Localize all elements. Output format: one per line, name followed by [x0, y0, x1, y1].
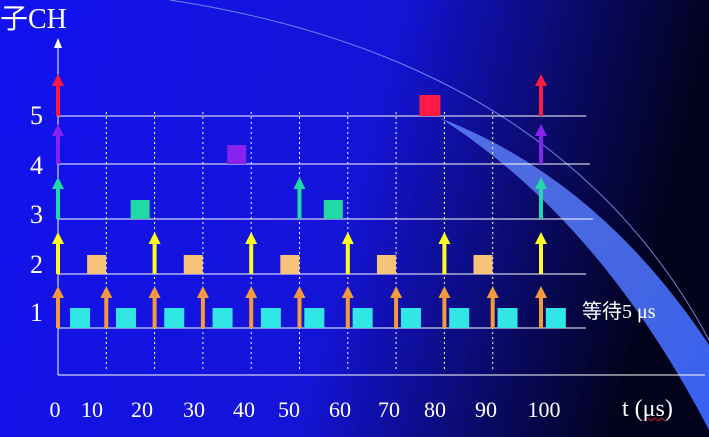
ch1-square-9: [497, 308, 518, 328]
ch4-arrow-1: [535, 124, 547, 164]
ch1-arrow-head-6: [341, 286, 354, 298]
ch3-arrow-head-0: [52, 177, 64, 189]
ch1-arrow-7: [390, 286, 403, 328]
ch2-square-4: [473, 255, 493, 274]
ch1-square-0: [70, 308, 91, 328]
ch1-arrow-1: [100, 286, 113, 328]
x-tick-70: 70: [378, 397, 400, 422]
ch3-arrow-2: [535, 177, 547, 219]
x-tick-50: 50: [278, 397, 300, 422]
ch5-arrow-1: [535, 74, 547, 116]
ch3-arrow-1: [293, 177, 306, 219]
y-axis-label: 子CH: [0, 4, 67, 35]
x-tick-0: 0: [49, 397, 61, 422]
ch4-arrow-head-1: [535, 124, 547, 136]
ch2-arrow-0: [52, 232, 64, 274]
ch1-square-5: [304, 308, 325, 328]
ch4-arrow-0: [52, 124, 64, 164]
x-tick-40: 40: [233, 397, 255, 422]
ch2-arrow-2: [245, 232, 258, 274]
ch1-arrow-5: [293, 286, 306, 328]
ch2-square-3: [376, 255, 396, 274]
x-axis-label-suffix: ): [664, 396, 673, 422]
ch3-square-0: [130, 200, 150, 219]
ch1-arrow-6: [341, 286, 354, 328]
ch1-arrow-head-5: [293, 286, 306, 298]
ch1-square-10: [545, 308, 566, 328]
ch1-arrow-head-1: [100, 286, 113, 298]
ch5-arrow-head-0: [52, 74, 64, 86]
arc-curve: [169, 0, 709, 341]
ch1-square-2: [164, 308, 185, 328]
y-tick-5: 5: [30, 101, 43, 130]
ch1-arrow-head-0: [52, 286, 64, 298]
x-tick-20: 20: [131, 397, 153, 422]
ch4-square-0: [227, 145, 247, 164]
x-axis-label-prefix: t (: [622, 396, 643, 422]
ch1-arrow-head-7: [390, 286, 403, 298]
x-tick-60: 60: [329, 397, 351, 422]
ch3-arrow-0: [52, 177, 64, 219]
ch1-square-3: [212, 308, 233, 328]
ch1-arrow-8: [438, 286, 451, 328]
y-axis-arrowhead: [54, 38, 62, 48]
ch3-arrow-head-2: [535, 177, 547, 189]
x-axis-label-unit: μs: [642, 396, 665, 422]
ch4-arrow-head-0: [52, 124, 64, 136]
ch2-arrow-head-3: [341, 232, 354, 244]
ch5-square-0: [419, 95, 441, 116]
ch1-arrow-head-8: [438, 286, 451, 298]
ch1-arrow-head-3: [196, 286, 209, 298]
x-tick-10: 10: [81, 397, 103, 422]
ch2-arrow-head-1: [148, 232, 161, 244]
y-tick-2: 2: [30, 250, 43, 279]
ch2-arrow-head-5: [535, 232, 547, 244]
light-beam: [440, 118, 709, 430]
ch1-square-7: [400, 308, 421, 328]
y-tick-3: 3: [30, 200, 43, 229]
ch1-square-8: [449, 308, 470, 328]
ch1-arrow-9: [486, 286, 499, 328]
ch1-arrow-head-10: [535, 286, 547, 298]
ch1-arrow-10: [535, 286, 547, 328]
diagram-marks: [52, 74, 566, 328]
ch1-arrow-3: [196, 286, 209, 328]
ch1-arrow-2: [148, 286, 161, 328]
ch1-arrow-4: [245, 286, 258, 328]
ch1-square-6: [352, 308, 373, 328]
ch2-arrow-head-2: [245, 232, 258, 244]
x-axis-label: t (μs): [622, 397, 673, 421]
y-tick-1: 1: [30, 298, 43, 327]
ch5-arrow-head-1: [535, 74, 547, 86]
ch2-arrow-head-4: [438, 232, 451, 244]
ch2-arrow-3: [341, 232, 354, 274]
ch1-arrow-head-4: [245, 286, 258, 298]
ch1-arrow-0: [52, 286, 64, 328]
ch2-square-0: [87, 255, 107, 274]
ch3-arrow-head-1: [293, 177, 306, 189]
ch2-arrow-head-0: [52, 232, 64, 244]
ch2-arrow-5: [535, 232, 547, 274]
ch3-square-1: [323, 200, 343, 219]
y-tick-4: 4: [30, 151, 43, 180]
ch1-square-1: [115, 308, 136, 328]
wait-annotation: 等待5 μs: [582, 301, 656, 323]
x-tick-90: 90: [475, 397, 497, 422]
x-tick-80: 80: [424, 397, 446, 422]
ch5-arrow-0: [52, 74, 64, 116]
x-tick-30: 30: [183, 397, 205, 422]
ch1-arrow-head-2: [148, 286, 161, 298]
ch2-square-2: [280, 255, 300, 274]
ch1-arrow-head-9: [486, 286, 499, 298]
x-tick-100: 100: [527, 397, 561, 422]
ch2-arrow-1: [148, 232, 161, 274]
ch1-square-4: [260, 308, 281, 328]
ch2-arrow-4: [438, 232, 451, 274]
ch2-square-1: [183, 255, 203, 274]
